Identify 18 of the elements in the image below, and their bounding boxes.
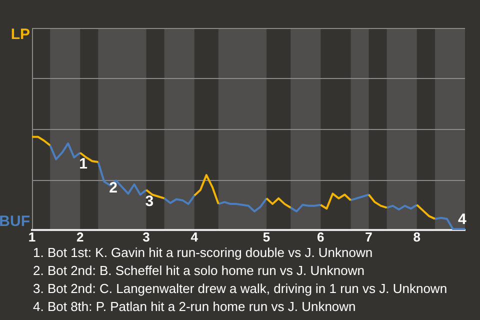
text: 4. Bot 8th: P. Patlan hit a 2-run home run vs J. Unknown (33, 298, 357, 316)
x-tick-label: 6 (317, 229, 324, 244)
text: 3. Bot 2nd: C. Langenwalter drew a walk, driving in 1 run vs J. Unknown (33, 280, 448, 298)
text: 2. Bot 2nd: B. Scheffel hit a solo home run vs J. Unknown (33, 262, 366, 280)
x-tick-label: 1 (28, 229, 36, 244)
annotation: 2 (109, 180, 118, 197)
annotation: 4 (458, 211, 467, 228)
x-tick-label: 5 (262, 229, 270, 244)
text: LP (10, 26, 30, 44)
annotation: 3 (145, 192, 154, 210)
text: 1. Bot 1st: K. Gavin hit a run-scoring double vs J. Unknown (33, 244, 374, 262)
x-tick-label: 3 (142, 229, 150, 244)
x-tick-label: 7 (365, 229, 372, 244)
x-tick-label: 8 (413, 229, 421, 244)
x-tick-label: 4 (190, 229, 199, 244)
annotation: 1 (79, 156, 88, 173)
x-tick-label: 2 (76, 229, 84, 244)
text: BUF (0, 213, 30, 230)
